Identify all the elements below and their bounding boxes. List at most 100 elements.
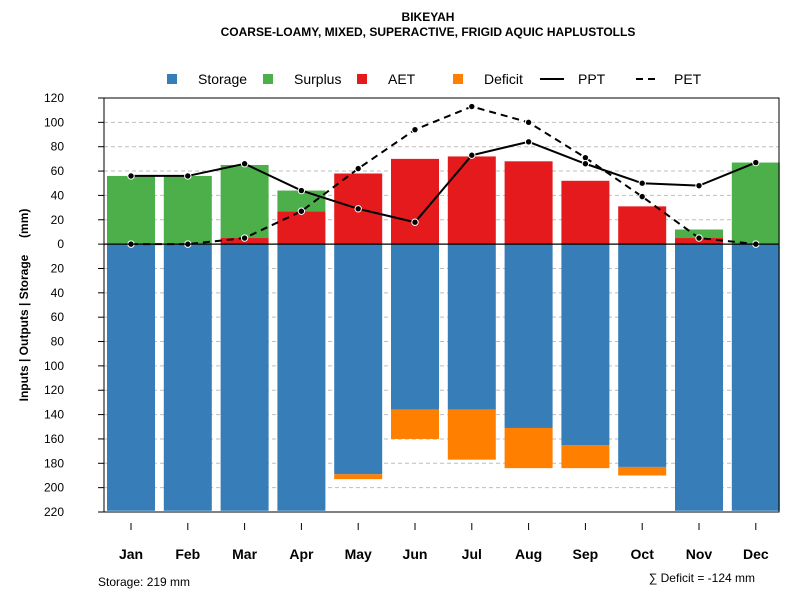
chart-subtitle: COARSE-LOAMY, MIXED, SUPERACTIVE, FRIGID… — [221, 25, 636, 39]
pet-point-apr — [297, 207, 306, 215]
storage-bar-oct — [618, 244, 667, 467]
chart-legend: Storage Surplus AET Deficit PPT PET — [167, 71, 702, 87]
x-tick-label-nov: Nov — [686, 546, 713, 562]
x-tick-label-jun: Jun — [403, 546, 428, 562]
ppt-point-jan — [127, 172, 135, 180]
y-tick-label: 200 — [44, 481, 64, 495]
aet-bar-oct — [618, 206, 667, 245]
x-tick-label-may: May — [345, 546, 372, 562]
surplus-bar-nov — [675, 229, 723, 239]
bars-group — [107, 156, 780, 511]
x-tick-label-jan: Jan — [119, 546, 143, 562]
deficit-note: ∑ Deficit = -124 mm — [649, 571, 755, 585]
y-tick-label: 80 — [51, 140, 65, 154]
pet-point-oct — [638, 192, 646, 201]
surplus-bar-dec — [731, 162, 780, 245]
y-tick-label: 160 — [44, 432, 64, 446]
legend-label-aet: AET — [388, 71, 416, 87]
surplus-bar-mar — [220, 164, 269, 239]
y-tick-label: 60 — [51, 310, 65, 324]
legend-label-surplus: Surplus — [294, 71, 341, 87]
y-tick-label: 140 — [44, 408, 64, 422]
y-tick-label: 120 — [44, 91, 64, 105]
y-tick-label: 0 — [57, 237, 64, 251]
y-tick-label: 180 — [44, 456, 64, 470]
pet-point-aug — [524, 118, 533, 127]
y-tick-label: 60 — [51, 164, 65, 178]
chart-title: BIKEYAH — [402, 10, 455, 24]
storage-bar-jun — [391, 244, 439, 410]
storage-bar-dec — [731, 244, 780, 511]
deficit-bar-may — [334, 474, 383, 480]
ppt-point-jun — [411, 218, 419, 226]
deficit-bar-jul — [447, 409, 496, 460]
axes-group: 1201008060402002040608010012014016018020… — [44, 91, 780, 562]
x-tick-label-aug: Aug — [515, 546, 542, 562]
x-tick-label-apr: Apr — [289, 546, 314, 562]
storage-bar-jan — [107, 244, 155, 511]
surplus-bar-feb — [163, 175, 212, 245]
pet-point-may — [354, 164, 362, 173]
x-tick-label-dec: Dec — [743, 546, 769, 562]
x-tick-label-feb: Feb — [175, 546, 200, 562]
deficit-bar-sep — [561, 445, 610, 469]
deficit-bar-aug — [504, 427, 553, 469]
storage-bar-sep — [561, 244, 610, 446]
legend-swatch-aet — [357, 74, 367, 84]
storage-bar-feb — [163, 244, 212, 511]
legend-swatch-surplus — [263, 74, 273, 84]
x-tick-label-sep: Sep — [573, 546, 599, 562]
ppt-point-mar — [240, 160, 249, 168]
legend-label-ppt: PPT — [578, 71, 606, 87]
pet-point-jul — [468, 102, 476, 111]
ppt-line — [131, 140, 757, 224]
plot-frame — [103, 97, 780, 513]
pet-point-nov — [695, 234, 703, 242]
storage-bar-aug — [504, 244, 553, 428]
y-tick-label: 40 — [51, 188, 65, 202]
y-tick-label: 220 — [44, 505, 64, 519]
ppt-point-feb — [184, 172, 192, 180]
pet-point-jun — [411, 125, 419, 134]
legend-swatch-storage — [167, 74, 177, 84]
legend-label-deficit: Deficit — [484, 71, 523, 87]
storage-bar-may — [334, 244, 383, 475]
x-tick-label-mar: Mar — [232, 546, 257, 562]
y-tick-label: 100 — [44, 115, 64, 129]
y-tick-label: 100 — [44, 359, 64, 373]
grid-lines — [104, 97, 779, 513]
surplus-bar-apr — [277, 190, 326, 212]
ppt-point-apr — [297, 186, 306, 195]
lines-group — [127, 102, 760, 248]
storage-bar-nov — [675, 244, 723, 511]
deficit-bar-oct — [618, 466, 667, 476]
surplus-bar-jan — [107, 175, 155, 245]
ppt-point-jul — [468, 151, 476, 159]
storage-bar-apr — [277, 244, 326, 511]
storage-bar-mar — [220, 244, 269, 511]
y-axis-label: Inputs | Outputs | Storage (mm) — [17, 209, 31, 402]
y-tick-label: 20 — [51, 213, 65, 227]
legend-label-pet: PET — [674, 71, 702, 87]
ppt-point-nov — [695, 181, 703, 190]
storage-bar-jul — [447, 244, 496, 410]
ppt-point-sep — [581, 160, 590, 168]
aet-bar-jun — [391, 158, 439, 245]
pet-point-mar — [240, 234, 249, 242]
aet-bar-sep — [561, 180, 610, 245]
y-tick-label: 120 — [44, 383, 64, 397]
x-tick-label-oct: Oct — [631, 546, 655, 562]
aet-bar-apr — [277, 211, 326, 245]
ppt-point-may — [354, 205, 362, 213]
x-tick-label-jul: Jul — [462, 546, 482, 562]
pet-point-sep — [581, 153, 590, 162]
y-tick-label: 80 — [51, 335, 65, 349]
ppt-point-aug — [524, 138, 533, 146]
legend-swatch-deficit — [453, 74, 463, 84]
aet-bar-aug — [504, 161, 553, 245]
ppt-point-dec — [752, 158, 760, 167]
ppt-point-oct — [638, 179, 646, 187]
y-tick-label: 20 — [51, 261, 65, 275]
deficit-bar-jun — [391, 409, 439, 439]
